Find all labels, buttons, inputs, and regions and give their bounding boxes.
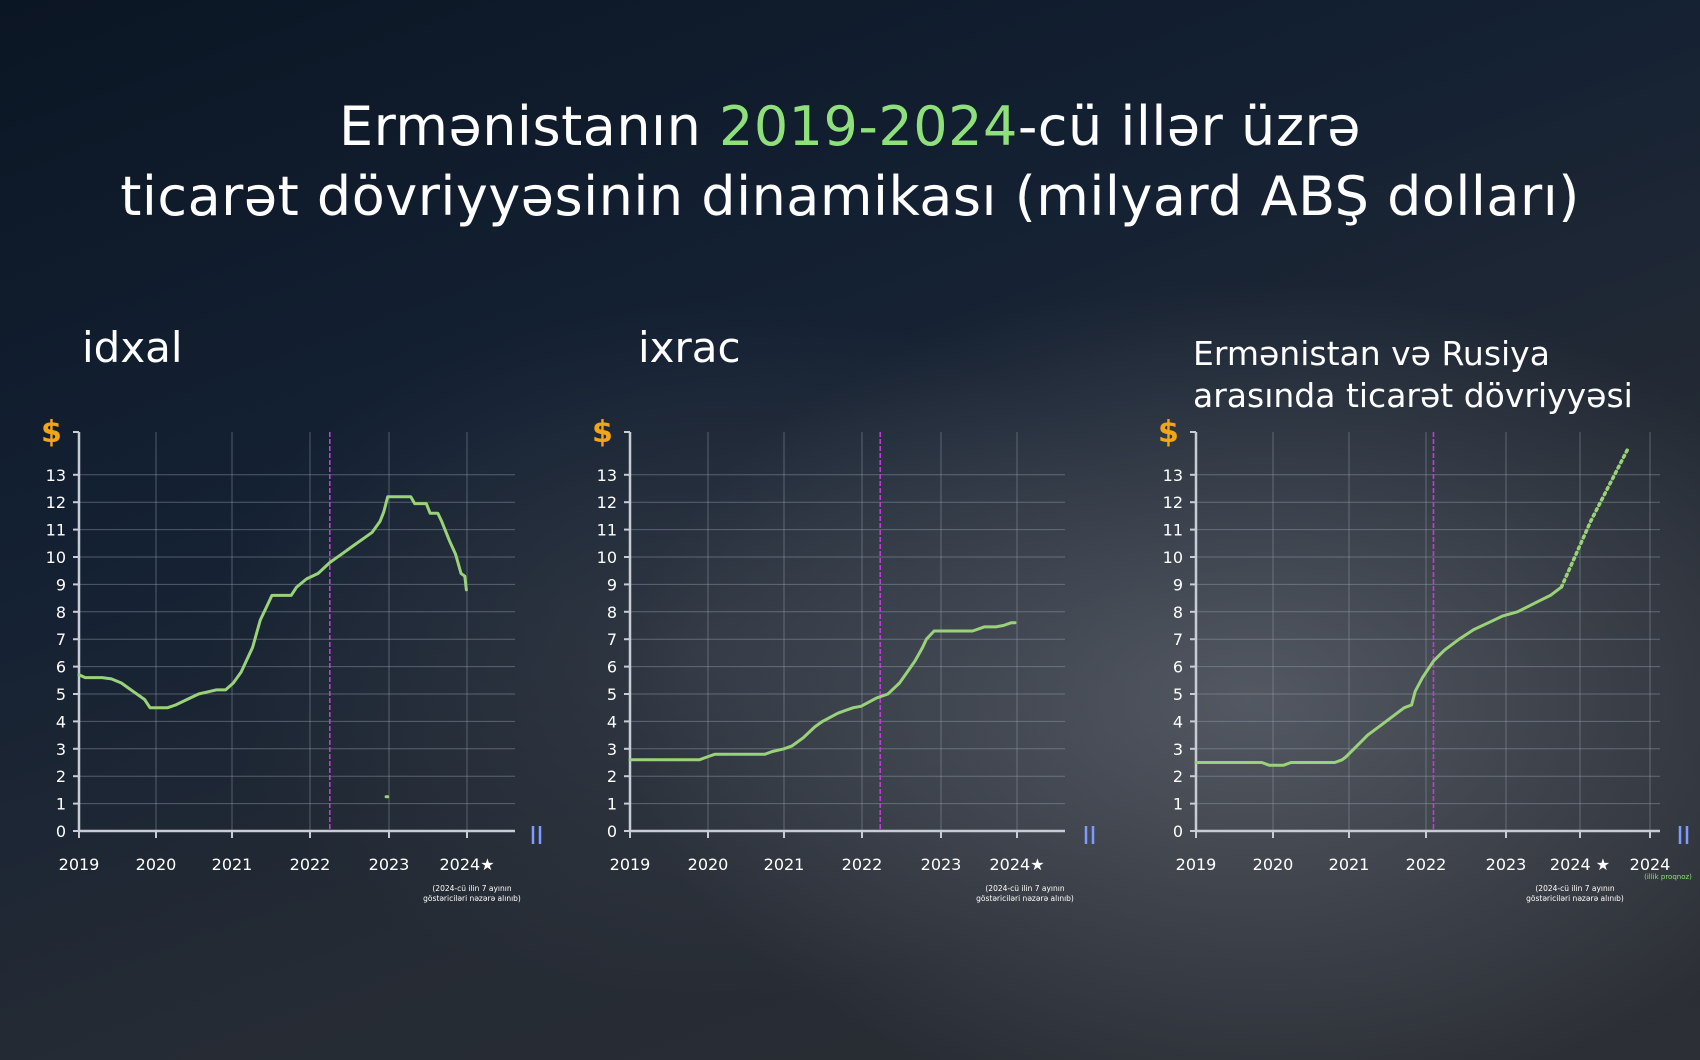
footnote-line2: göstəriciləri nəzərə alınıb) <box>1526 894 1624 903</box>
y-tick-label: 12 <box>46 493 66 512</box>
page-title-line2: ticarət dövriyyəsinin dinamikası (milyar… <box>120 165 1580 228</box>
dollar-sign-icon: $ <box>1158 415 1179 450</box>
x-tick-label: 2023 <box>369 855 410 874</box>
x-tick-label: 2024★ <box>439 855 494 874</box>
x-tick-label: 2020 <box>136 855 177 874</box>
pause-icon <box>1678 826 1689 844</box>
x-tick-label: 2023 <box>921 855 962 874</box>
y-tick-label: 6 <box>607 658 617 677</box>
x-tick-label: 2024★ <box>989 855 1044 874</box>
y-tick-label: 5 <box>607 685 617 704</box>
y-tick-label: 1 <box>56 795 66 814</box>
y-tick-label: 8 <box>56 603 66 622</box>
pause-icon <box>1084 826 1095 844</box>
y-tick-label: 11 <box>46 521 66 540</box>
x-tick-label: 2021 <box>764 855 805 874</box>
pause-icon <box>531 826 542 844</box>
y-tick-label: 1 <box>607 795 617 814</box>
y-tick-label: 3 <box>1173 740 1183 759</box>
footnote-line2: göstəriciləri nəzərə alınıb) <box>423 894 521 903</box>
y-tick-label: 12 <box>1163 493 1183 512</box>
title-highlight: 2019-2024 <box>718 95 1018 158</box>
y-tick-label: 4 <box>607 712 617 731</box>
y-tick-label: 10 <box>46 548 66 567</box>
y-tick-label: 0 <box>1173 822 1183 841</box>
y-tick-label: 7 <box>56 630 66 649</box>
y-tick-label: 2 <box>1173 767 1183 786</box>
x-tick-label: 2020 <box>1253 855 1294 874</box>
chart-3-title-line1: Ermənistan və Rusiya <box>1193 334 1550 373</box>
y-tick-label: 0 <box>56 822 66 841</box>
x-tick-label: 2024 ★ <box>1550 855 1610 874</box>
y-tick-label: 3 <box>607 740 617 759</box>
y-tick-label: 13 <box>46 466 66 485</box>
y-tick-label: 9 <box>607 575 617 594</box>
series-line <box>628 621 1017 762</box>
y-tick-label: 1 <box>1173 795 1183 814</box>
forecast-label: (illik proqnoz) <box>1644 873 1692 881</box>
footnote-line1: (2024-cü ilin 7 ayının <box>432 884 511 893</box>
y-tick-label: 12 <box>597 493 617 512</box>
footnote-line1: (2024-cü ilin 7 ayının <box>1535 884 1614 893</box>
y-tick-label: 7 <box>1173 630 1183 649</box>
y-tick-label: 10 <box>1163 548 1183 567</box>
x-tick-label: 2023 <box>1486 855 1527 874</box>
y-tick-label: 2 <box>56 767 66 786</box>
title-prefix: Ermənistanın <box>339 95 719 158</box>
series-line <box>1194 585 1563 767</box>
x-tick-label: 2022 <box>842 855 883 874</box>
y-tick-label: 9 <box>56 575 66 594</box>
page-title: Ermənistanın 2019-2024-cü illər üzrə tic… <box>0 92 1700 232</box>
chart-1-title: idxal <box>82 323 183 372</box>
x-tick-label: 2019 <box>610 855 651 874</box>
title-suffix: -cü illər üzrə <box>1017 95 1361 158</box>
x-tick-label: 2019 <box>1176 855 1217 874</box>
y-tick-label: 4 <box>1173 712 1183 731</box>
y-tick-label: 3 <box>56 740 66 759</box>
y-tick-label: 6 <box>1173 658 1183 677</box>
chart-2-title: ixrac <box>638 323 741 372</box>
y-tick-label: 2 <box>607 767 617 786</box>
forecast-line <box>1559 445 1631 589</box>
x-tick-label: 2024 <box>1630 855 1671 874</box>
series-line <box>77 495 468 710</box>
y-tick-label: 8 <box>607 603 617 622</box>
x-tick-label: 2021 <box>1329 855 1370 874</box>
chart-3-title-line2: arasında ticarət dövriyyəsi <box>1193 376 1633 415</box>
y-tick-label: 13 <box>597 466 617 485</box>
dollar-sign-icon: $ <box>592 415 613 450</box>
y-tick-label: 11 <box>1163 521 1183 540</box>
y-tick-label: 8 <box>1173 603 1183 622</box>
y-tick-label: 6 <box>56 658 66 677</box>
dollar-sign-icon: $ <box>41 415 62 450</box>
page-title-line1: Ermənistanın 2019-2024-cü illər üzrə <box>0 92 1700 162</box>
y-tick-label: 5 <box>1173 685 1183 704</box>
y-tick-label: 7 <box>607 630 617 649</box>
x-tick-label: 2021 <box>212 855 253 874</box>
x-tick-label: 2022 <box>290 855 331 874</box>
x-tick-label: 2019 <box>59 855 100 874</box>
footnote-line2: göstəriciləri nəzərə alınıb) <box>976 894 1074 903</box>
y-tick-label: 4 <box>56 712 66 731</box>
y-tick-label: 10 <box>597 548 617 567</box>
y-tick-label: 11 <box>597 521 617 540</box>
y-tick-label: 13 <box>1163 466 1183 485</box>
footnote-line1: (2024-cü ilin 7 ayının <box>985 884 1064 893</box>
y-tick-label: 0 <box>607 822 617 841</box>
y-tick-label: 5 <box>56 685 66 704</box>
chart-3-title: Ermənistan və Rusiya arasında ticarət dö… <box>1193 333 1633 417</box>
x-tick-label: 2022 <box>1406 855 1447 874</box>
y-tick-label: 9 <box>1173 575 1183 594</box>
x-tick-label: 2020 <box>688 855 729 874</box>
